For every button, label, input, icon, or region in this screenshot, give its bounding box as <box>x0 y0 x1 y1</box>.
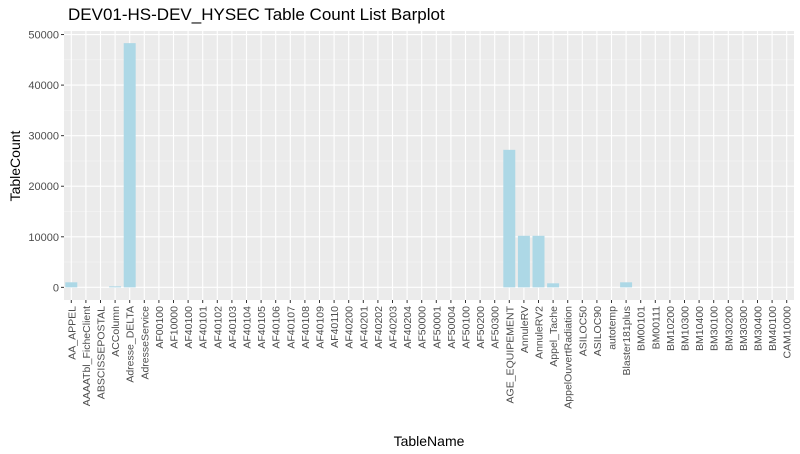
x-tick-label: BM10200 <box>665 306 677 351</box>
x-tick-label: ACColumn <box>110 306 122 357</box>
y-tick-label: 0 <box>53 282 59 294</box>
x-tick-label: ASILOC90 <box>592 306 604 356</box>
y-tick-label: 20000 <box>28 181 59 193</box>
x-tick-label: AppelOuvertRadiation <box>563 306 575 409</box>
x-tick-label: Appel_Tache <box>548 306 560 367</box>
bar <box>547 283 560 288</box>
y-tick-label: 30000 <box>28 131 59 143</box>
x-tick-label: BM30300 <box>738 306 750 351</box>
x-tick-label: AAAATbl_FicheClient <box>81 306 93 406</box>
x-tick-label: AF40103 <box>227 306 239 349</box>
bar <box>123 43 136 288</box>
bar <box>109 286 122 288</box>
x-tick-label: ABSCISSEPOSTAL <box>96 306 108 399</box>
y-tick-label: 40000 <box>28 80 59 92</box>
x-tick-label: AF40104 <box>242 306 254 349</box>
x-tick-label: AF50100 <box>461 306 473 349</box>
x-tick-label: BM30200 <box>723 306 735 351</box>
bar <box>517 235 530 288</box>
x-tick-label: BM00111 <box>650 306 662 350</box>
bar <box>65 282 78 288</box>
x-tick-label: BM30400 <box>753 306 765 351</box>
x-tick-label: autotemp <box>607 306 619 350</box>
x-tick-label: AF40107 <box>285 306 297 349</box>
x-tick-label: AF40200 <box>344 306 356 349</box>
x-tick-label: AF40102 <box>212 306 224 349</box>
x-tick-label: Adresse_DELTA <box>125 306 137 383</box>
x-tick-label: AF00100 <box>154 306 166 349</box>
x-tick-label: ASILOC50 <box>577 306 589 356</box>
x-tick-label: AF50001 <box>431 306 443 349</box>
y-tick-label: 50000 <box>28 30 59 42</box>
x-tick-label: AF40106 <box>271 306 283 349</box>
x-tick-label: AF40100 <box>183 306 195 349</box>
plot-panel <box>64 31 794 300</box>
bar <box>620 282 633 288</box>
x-tick-label: AF40101 <box>198 306 210 349</box>
x-axis: AA_APPEL AAAATbl_FicheClient ABSCISSEPOSTA… <box>66 300 794 409</box>
grid-minor <box>64 59 794 263</box>
x-tick-label: AF50004 <box>446 306 458 349</box>
x-tick-label: AF40105 <box>256 306 268 349</box>
x-tick-label: AnnuleRV2 <box>534 306 546 359</box>
x-tick-label: AnnuleRV <box>519 306 531 353</box>
x-tick-label: BM40100 <box>767 306 779 351</box>
bar <box>503 149 516 288</box>
x-tick-label: BM30100 <box>709 306 721 351</box>
x-tick-label: AdresseService <box>139 306 151 380</box>
x-tick-label: AF50300 <box>490 306 502 349</box>
bars <box>65 43 633 288</box>
grid-major <box>64 31 794 300</box>
y-tick-label: 10000 <box>28 232 59 244</box>
x-tick-label: BM10300 <box>680 306 692 351</box>
x-tick-label: AF40204 <box>402 306 414 349</box>
x-tick-label: AGE_EQUIPEMENT <box>504 305 516 403</box>
x-tick-label: Blaster181plus <box>621 306 633 375</box>
x-tick-label: BM10400 <box>694 306 706 351</box>
x-axis-title: TableName <box>394 433 465 449</box>
x-tick-label: AF40201 <box>358 306 370 349</box>
x-tick-label: AF40202 <box>373 306 385 349</box>
x-tick-label: AF50000 <box>417 306 429 349</box>
x-tick-label: AF50200 <box>475 306 487 349</box>
x-tick-label: AF40203 <box>388 306 400 349</box>
x-tick-label: CAM10000 <box>782 306 794 359</box>
x-tick-label: AF40110 <box>329 306 341 348</box>
x-tick-label: BM00101 <box>636 306 648 351</box>
bar <box>532 235 545 288</box>
y-axis: 0 10000 20000 30000 40000 50000 <box>28 30 64 294</box>
x-tick-label: AF10000 <box>169 306 181 349</box>
chart-title: DEV01-HS-DEV_HYSEC Table Count List Barp… <box>68 5 445 24</box>
y-axis-title: TableCount <box>7 130 23 201</box>
x-tick-label: AF40109 <box>315 306 327 349</box>
x-tick-label: AF40108 <box>300 306 312 349</box>
x-tick-label: AA_APPEL <box>66 306 78 360</box>
